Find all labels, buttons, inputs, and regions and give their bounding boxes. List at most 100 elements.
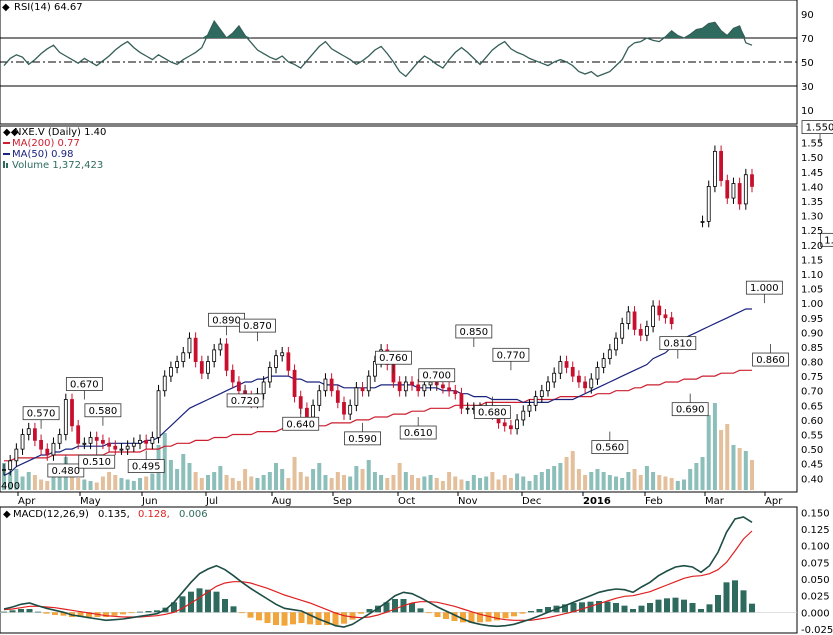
macd-histogram-bar <box>137 611 143 613</box>
volume-bar <box>440 481 445 490</box>
volume-bar <box>422 476 427 490</box>
rsi-panel: RSI(14) 64.67 ◆ <box>0 0 798 125</box>
volume-bar <box>527 481 532 490</box>
macd-histogram-bar <box>349 612 356 620</box>
callout-label: 0.700 <box>422 371 451 382</box>
left-edge-label: 400 <box>1 481 20 492</box>
macd-histogram-bar <box>681 599 687 613</box>
macd-histogram-bar <box>171 602 177 613</box>
date-tick-label: Mar <box>705 496 725 507</box>
macd-histogram-bar <box>230 606 237 613</box>
rsi-tick-label: 30 <box>801 82 814 93</box>
volume-bar <box>410 475 414 490</box>
price-bar-body <box>39 439 43 450</box>
price-bar-body <box>298 396 303 409</box>
price-bar-body <box>125 445 130 450</box>
macd-axis: 0.150 0.125 0.100 0.075 0.050 0.025 0.000 -0.02… <box>801 508 833 635</box>
macd-tick-label: 0.100 <box>801 542 830 553</box>
macd-histogram-bar <box>613 603 619 613</box>
callout-label: 0.560 <box>595 443 624 454</box>
volume-bar <box>249 476 254 490</box>
price-bar-body <box>750 174 754 187</box>
volume-bar <box>274 463 278 490</box>
price-bar-body <box>342 402 346 415</box>
macd-tick-label: -0.025 <box>801 625 833 635</box>
price-tick-label: 0.90 <box>801 328 823 339</box>
volume-bar <box>360 469 365 490</box>
callout-label: 0.870 <box>243 321 272 332</box>
macd-histogram-bar <box>239 612 245 614</box>
macd-histogram-bar <box>128 612 135 614</box>
price-bars <box>2 145 754 476</box>
price-bar-body <box>20 434 25 450</box>
callout-box <box>418 368 456 383</box>
volume-bar <box>465 481 470 490</box>
callout-box <box>282 416 320 431</box>
price-bar-body <box>515 419 519 430</box>
volume-bar <box>138 478 142 490</box>
macd-histogram-bar <box>587 601 594 613</box>
volume-bar <box>546 469 550 490</box>
macd-histogram-bar <box>545 607 551 613</box>
price-bar-body <box>76 425 81 444</box>
callout-label: 0.690 <box>676 405 705 416</box>
macd-histogram-bar <box>26 609 33 613</box>
volume-bar <box>51 466 56 490</box>
volume-bar <box>199 478 204 490</box>
price-bar-body <box>206 361 210 374</box>
price-bar-body <box>348 404 353 415</box>
macd-histogram-bar <box>341 612 347 624</box>
volume-bar <box>607 475 612 490</box>
volume-bar <box>335 472 340 490</box>
macd-signal-line <box>3 530 753 621</box>
macd-histogram-bar <box>52 612 58 615</box>
macd-histogram-bar <box>264 612 271 623</box>
price-bar-body <box>311 404 315 418</box>
price-bar-body <box>82 442 87 445</box>
price-bar-body <box>366 375 371 392</box>
macd-histogram-bar <box>698 609 704 613</box>
price-tick-label: 0.60 <box>801 416 823 427</box>
callout-label: 0.480 <box>51 466 80 477</box>
legend-swatch-ma200 <box>3 142 10 144</box>
volume-bar <box>675 481 680 490</box>
callout-box <box>226 393 264 408</box>
volume-bar <box>700 457 705 490</box>
macd-histogram-bar <box>290 612 296 625</box>
volume-bar <box>533 475 538 490</box>
volume-bar <box>434 478 439 490</box>
volume-bar <box>20 476 25 490</box>
price-bar-body <box>286 352 291 371</box>
price-tick-label: 1.15 <box>801 255 823 266</box>
callout-box <box>591 440 629 455</box>
price-bar-body <box>645 326 649 336</box>
legend-symbol: NXE.V (Daily) 1.40 <box>14 127 106 138</box>
callout-label: 1.550 <box>806 123 833 134</box>
price-bar-body <box>700 221 705 223</box>
macd-histogram-bar <box>519 612 526 614</box>
price-bar-body <box>199 361 204 374</box>
callout-box <box>659 336 697 351</box>
volume-bar <box>496 479 501 490</box>
date-tick-label: Oct <box>398 496 415 507</box>
callout-label: 1.000 <box>750 283 779 294</box>
price-bar-body <box>502 422 507 427</box>
date-tick-label: May <box>80 496 101 507</box>
volume-bar <box>88 481 93 490</box>
price-bar-body <box>335 390 340 403</box>
price-tick-label: 1.40 <box>801 182 823 193</box>
volume-bar <box>2 463 6 490</box>
price-bar-body <box>465 407 470 410</box>
price-bar-body <box>57 434 62 444</box>
macd-line <box>3 516 753 628</box>
price-bar-body <box>607 349 612 360</box>
callout-box <box>65 377 103 391</box>
macd-histogram-bar <box>689 603 696 613</box>
macd-histogram-bar <box>35 611 41 613</box>
volume-bar <box>162 433 167 490</box>
price-bar-body <box>323 378 328 392</box>
callout-label: 0.720 <box>231 396 260 407</box>
price-bar-body <box>373 361 377 377</box>
volume-bar <box>626 472 631 490</box>
legend-ma50: MA(50) 0.98 <box>12 149 73 160</box>
